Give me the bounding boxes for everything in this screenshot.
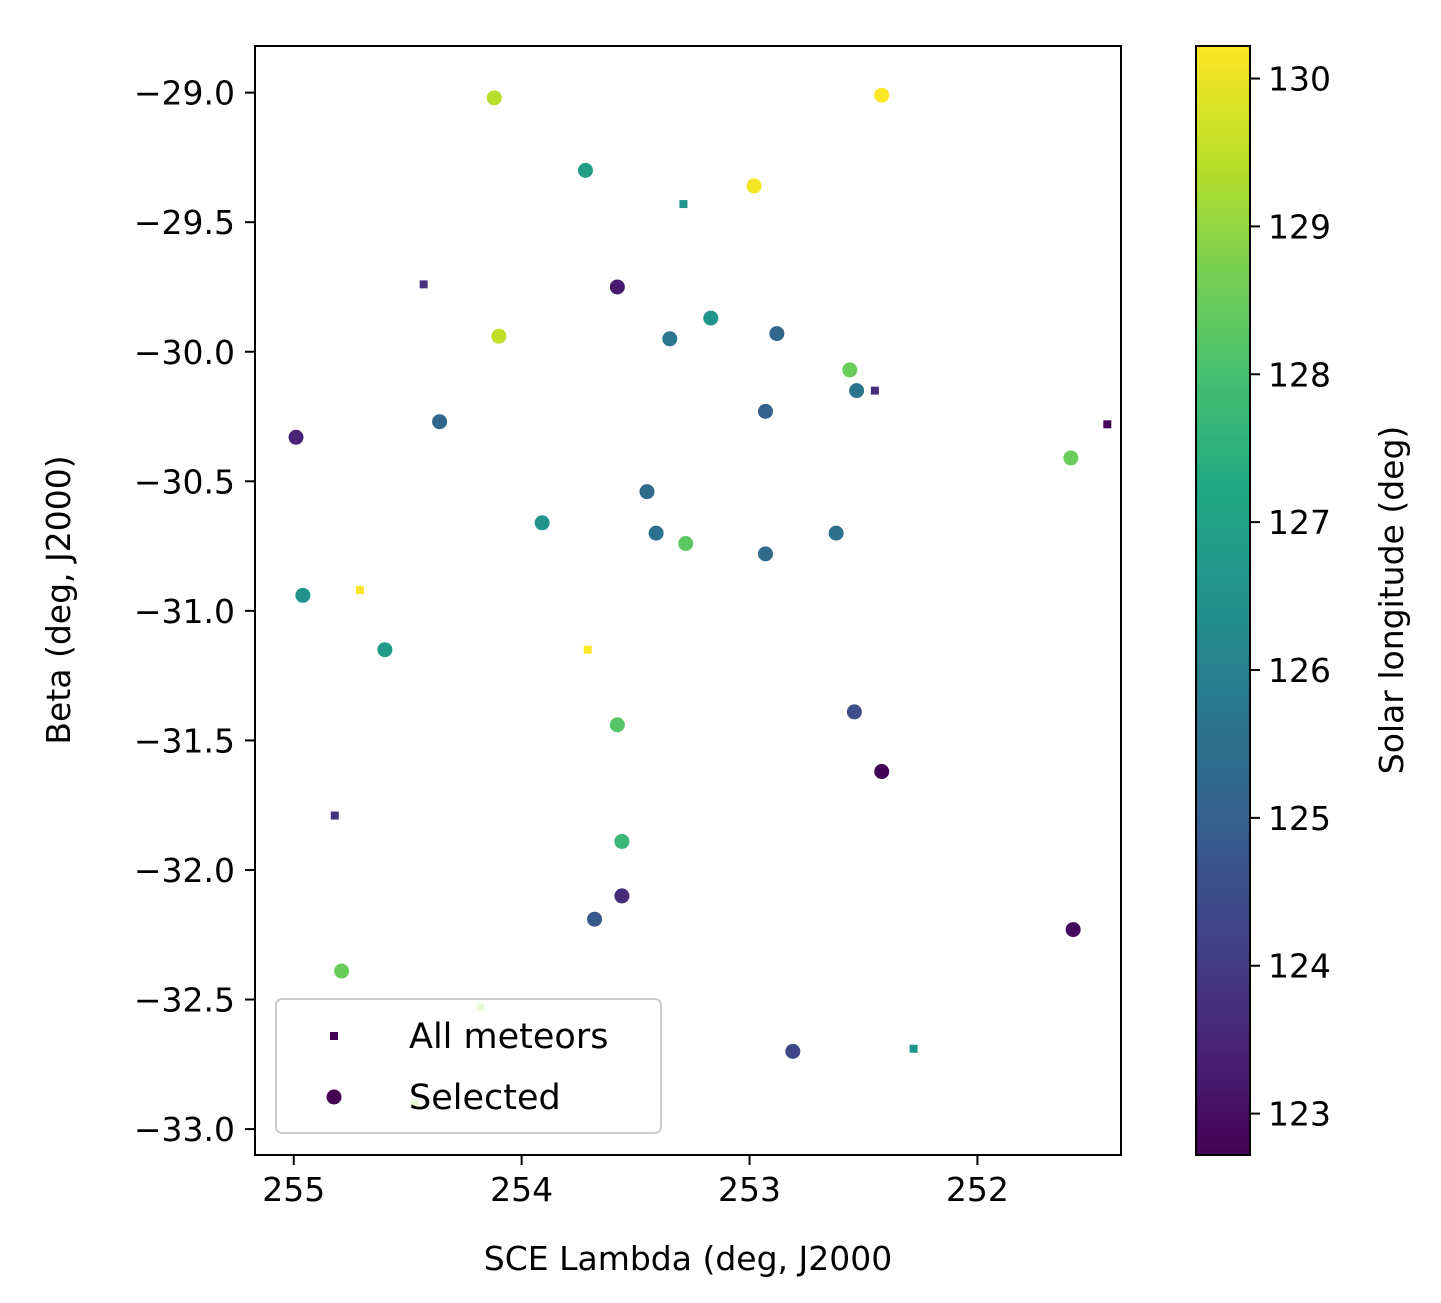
colorbar-gradient [1196, 46, 1250, 1155]
x-tick-label: 253 [718, 1170, 781, 1209]
colorbar-tick-label: 129 [1268, 207, 1331, 246]
selected-point [534, 515, 550, 531]
selected-point [769, 326, 785, 342]
colorbar-tick-label: 128 [1268, 355, 1331, 394]
colorbar-tick-label: 125 [1268, 799, 1331, 838]
selected-point [648, 525, 664, 541]
legend-label: Selected [409, 1078, 561, 1118]
selected-point [377, 642, 393, 658]
selected-point [785, 1043, 801, 1059]
legend-marker-all-meteors [330, 1032, 338, 1040]
selected-point [746, 178, 762, 194]
selected-point [757, 403, 773, 419]
selected-point [432, 414, 448, 430]
y-axis-ticks: −29.0 −29.5 −30.0 −30.5 −31.0 −31.5 −32.0 −32.5… [134, 74, 255, 1149]
legend-entries: All meteors Selected [326, 1017, 608, 1118]
selected-point [491, 328, 507, 344]
selected-point [828, 525, 844, 541]
points-layer [288, 87, 1112, 1108]
colorbar-ticks: 123 124 125 126 127 128 129 130 [1250, 60, 1331, 1134]
selected-point [703, 310, 719, 326]
selected-point [849, 383, 865, 399]
y-tick-label: −32.0 [134, 851, 235, 890]
all-meteors-point [870, 386, 879, 395]
selected-point [757, 546, 773, 562]
selected-point [639, 484, 655, 500]
y-tick-label: −30.0 [134, 333, 235, 372]
plot-frame [254, 45, 1122, 1156]
selected-point [842, 362, 858, 378]
selected-point [486, 90, 502, 106]
legend-marker-selected [326, 1089, 342, 1105]
selected-point [614, 833, 630, 849]
y-tick-label: −29.0 [134, 74, 235, 113]
all-meteors-point [355, 586, 364, 595]
selected-point [614, 888, 630, 904]
x-tick-label: 252 [946, 1170, 1009, 1209]
selected-point [846, 704, 862, 720]
legend: All meteors Selected [275, 998, 662, 1134]
x-axis-label: SCE Lambda (deg, J2000 [484, 1239, 892, 1278]
colorbar-frame [1195, 45, 1251, 1156]
selected-point [874, 764, 890, 780]
colorbar-label: Solar longitude (deg) [1372, 426, 1411, 775]
selected-point [288, 429, 304, 445]
y-tick-label: −30.5 [134, 462, 235, 501]
selected-point [334, 963, 350, 979]
y-tick-label: −29.5 [134, 203, 235, 242]
legend-box [275, 998, 662, 1134]
legend-label: All meteors [409, 1017, 608, 1057]
y-tick-label: −32.5 [134, 981, 235, 1020]
x-tick-label: 254 [490, 1170, 553, 1209]
x-axis-ticks: 255 254 253 252 [262, 1155, 1009, 1209]
x-tick-label: 255 [262, 1170, 325, 1209]
selected-point [295, 587, 311, 603]
all-meteors-point [419, 280, 428, 289]
selected-point [609, 279, 625, 295]
y-tick-label: −31.5 [134, 721, 235, 760]
selected-point [609, 717, 625, 733]
all-meteors-point [583, 645, 592, 654]
selected-point [874, 87, 890, 103]
all-meteors-point [679, 200, 688, 209]
selected-point [577, 162, 593, 178]
selected-point [662, 331, 678, 347]
y-axis-label: Beta (deg, J2000) [39, 455, 78, 744]
y-tick-label: −33.0 [134, 1110, 235, 1149]
colorbar-tick-label: 127 [1268, 503, 1331, 542]
selected-point [587, 911, 603, 927]
colorbar-tick-label: 124 [1268, 947, 1331, 986]
all-meteors-point [909, 1044, 918, 1053]
y-tick-label: −31.0 [134, 592, 235, 631]
colorbar-tick-label: 126 [1268, 651, 1331, 690]
all-meteors-point [330, 811, 339, 820]
selected-point [678, 535, 694, 551]
all-meteors-point [1103, 420, 1112, 429]
colorbar-tick-label: 130 [1268, 60, 1331, 99]
colorbar: 123 124 125 126 127 128 129 130 Solar longitude… [1195, 45, 1411, 1156]
selected-point [1063, 450, 1079, 466]
colorbar-tick-label: 123 [1268, 1095, 1331, 1134]
plot-area [255, 46, 1121, 1155]
selected-point [1065, 922, 1081, 938]
